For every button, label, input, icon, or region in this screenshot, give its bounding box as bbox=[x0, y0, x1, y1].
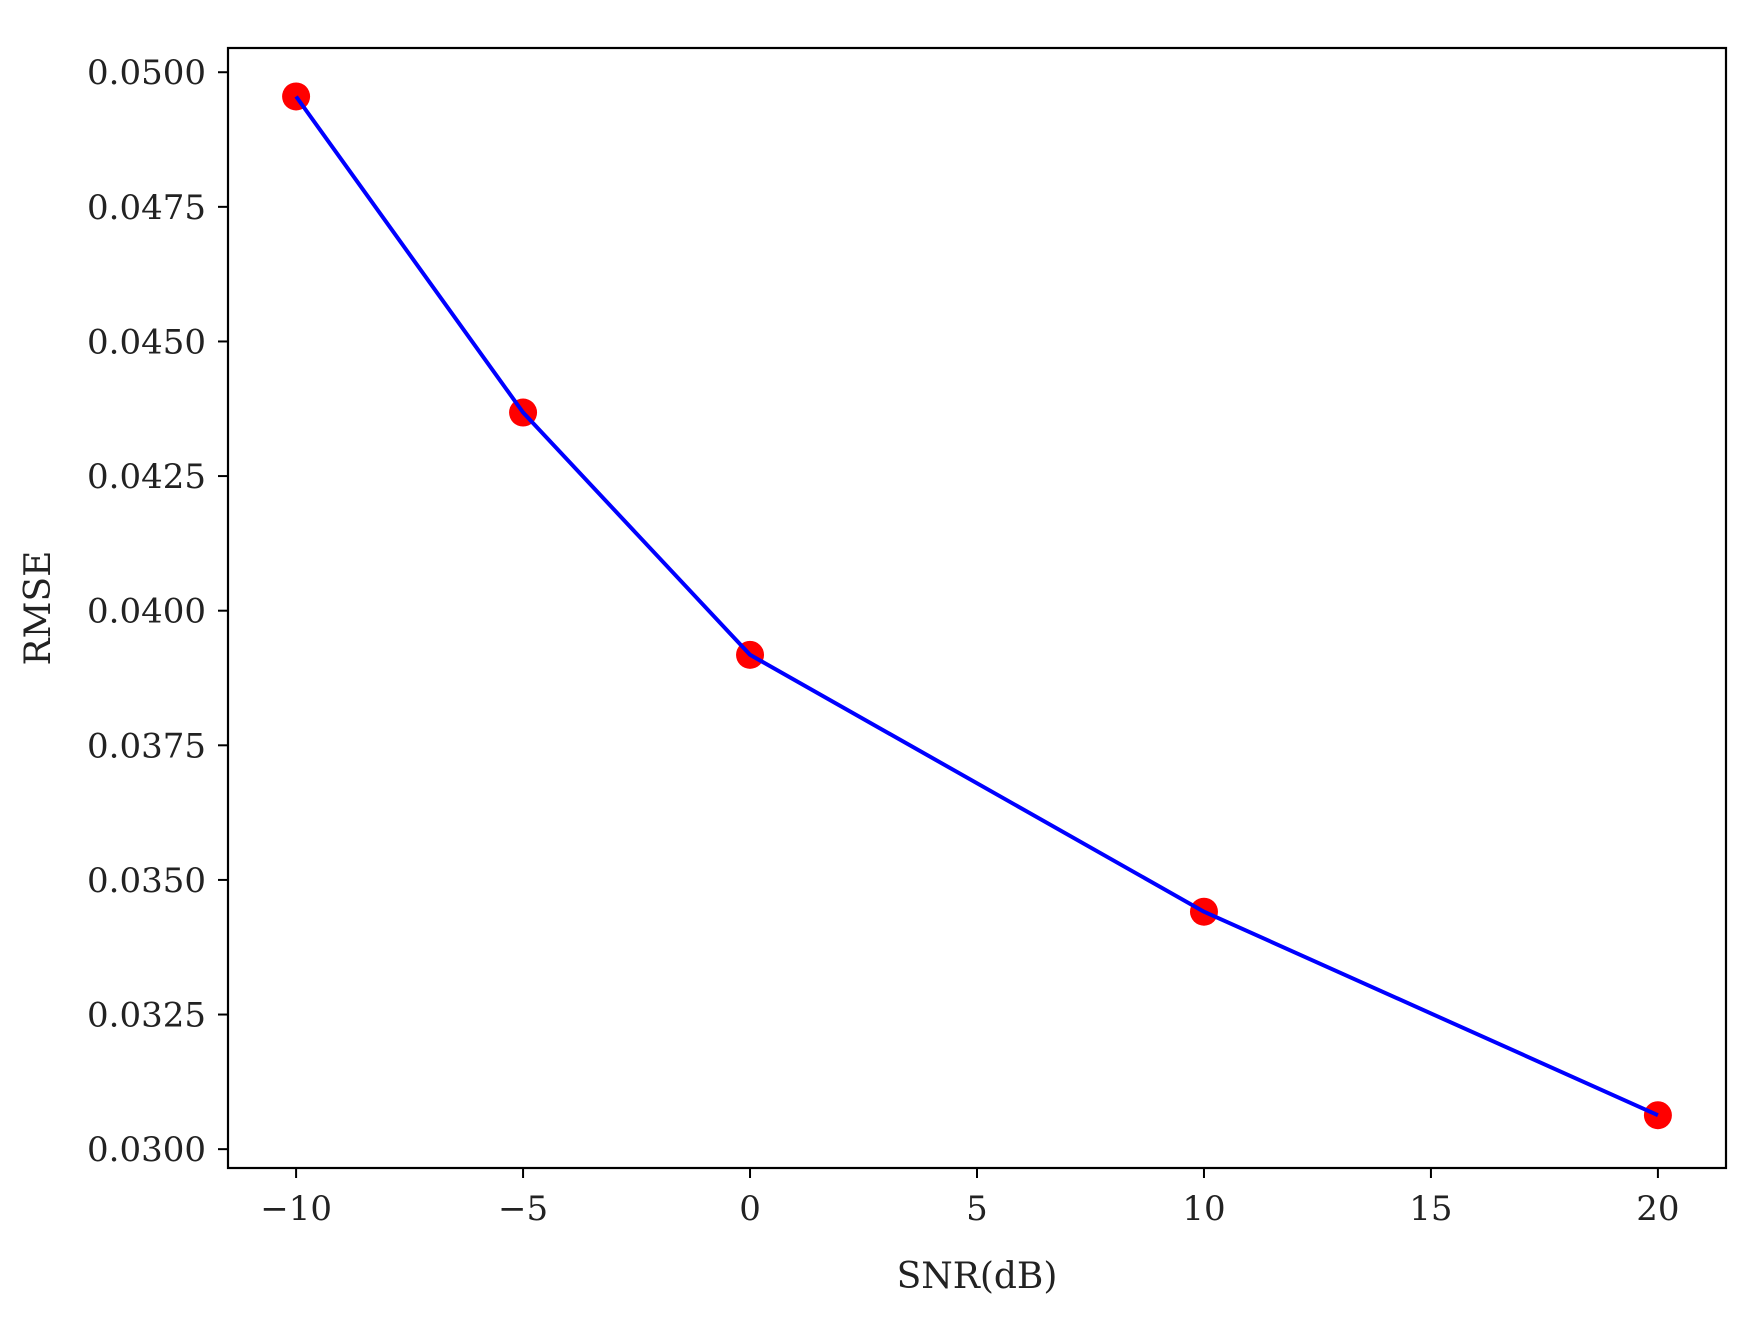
x-tick-label: 5 bbox=[966, 1189, 988, 1229]
y-tick-label: 0.0400 bbox=[87, 592, 206, 632]
x-tick-label: 15 bbox=[1409, 1189, 1452, 1229]
y-tick-label: 0.0425 bbox=[87, 457, 206, 497]
axes: −10 −5 0 5 10 15 20 0.0300 0.0325 0.0350 0.0375 0.0… bbox=[87, 46, 1728, 1229]
x-tick-label: 20 bbox=[1636, 1189, 1679, 1229]
y-tick-label: 0.0450 bbox=[87, 322, 206, 362]
y-tick-label: 0.0300 bbox=[87, 1130, 206, 1170]
x-tick-label: −5 bbox=[498, 1189, 548, 1229]
plot-area bbox=[282, 82, 1672, 1130]
x-tick-label: 10 bbox=[1182, 1189, 1225, 1229]
x-axis-title: SNR(dB) bbox=[897, 1256, 1058, 1297]
y-tick-label: 0.0500 bbox=[87, 53, 206, 93]
series-line bbox=[294, 95, 1659, 1118]
data-point bbox=[1643, 1101, 1672, 1130]
data-point bbox=[282, 82, 311, 111]
x-tick-label: −10 bbox=[260, 1189, 332, 1229]
y-tick-label: 0.0350 bbox=[87, 861, 206, 901]
x-tick-label: 0 bbox=[739, 1189, 761, 1229]
y-tick-label: 0.0475 bbox=[87, 188, 206, 228]
y-tick-label: 0.0375 bbox=[87, 726, 206, 766]
y-axis-title: RMSE bbox=[18, 551, 59, 666]
y-tick-label: 0.0325 bbox=[87, 996, 206, 1036]
